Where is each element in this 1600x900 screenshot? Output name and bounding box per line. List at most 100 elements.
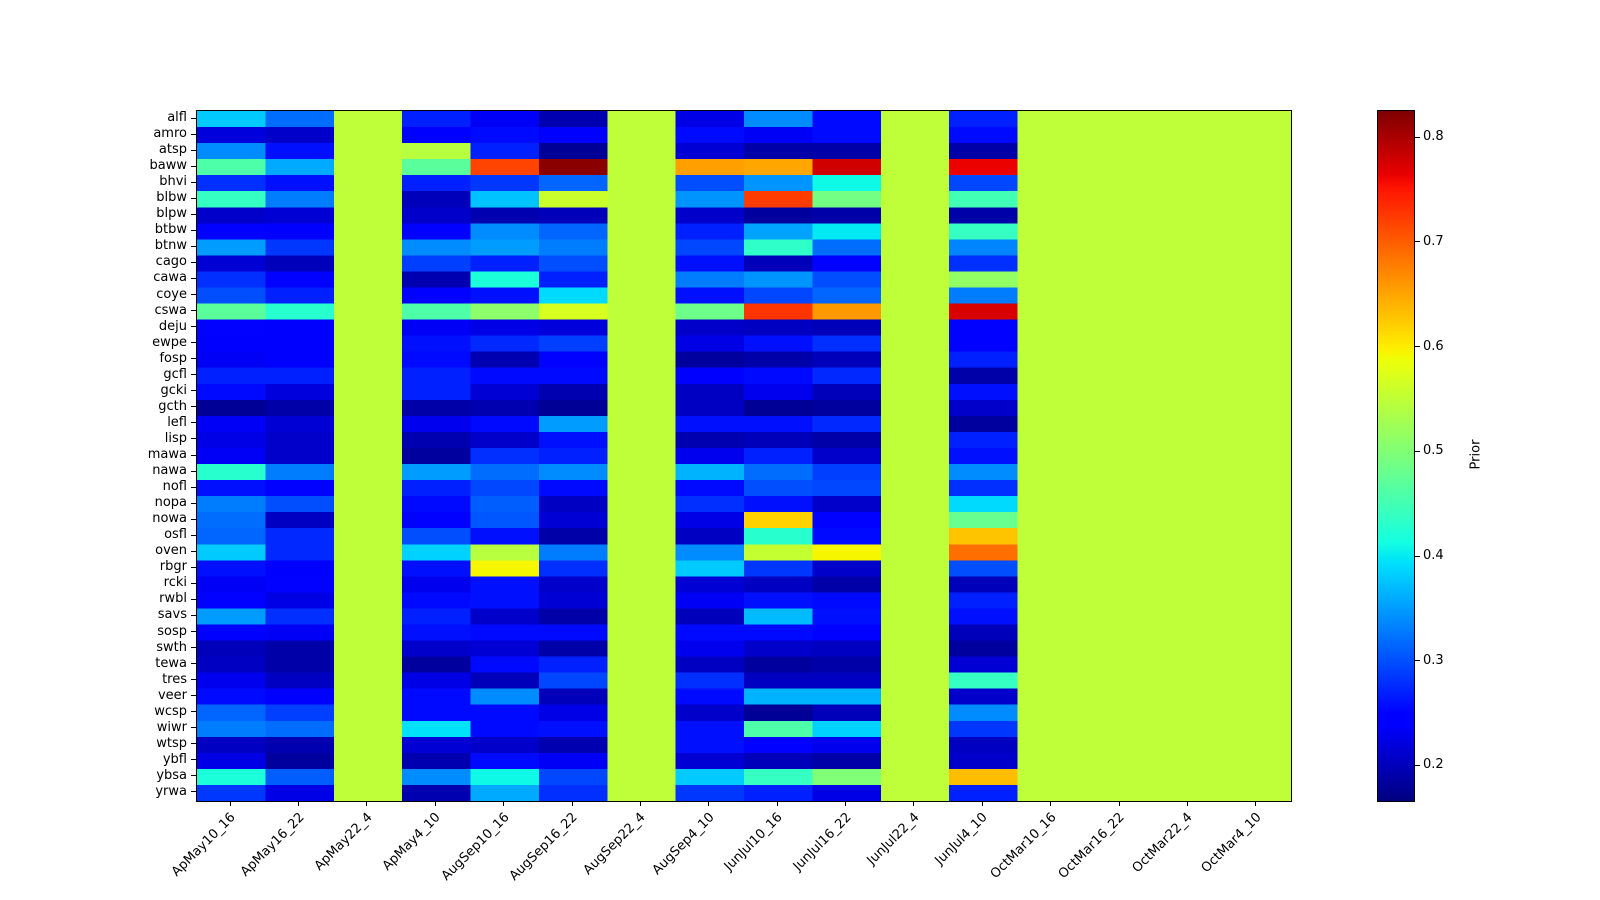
y-tickmark bbox=[191, 518, 196, 520]
colorbar-label: Prior bbox=[1468, 439, 1484, 470]
y-tick-label: blpw bbox=[156, 206, 187, 222]
y-tickmark bbox=[191, 550, 196, 552]
y-tick-label: swth bbox=[156, 639, 187, 655]
y-tickmark bbox=[191, 117, 196, 119]
y-tickmark bbox=[191, 310, 196, 312]
y-tick-label: gcfl bbox=[163, 366, 187, 382]
y-tick-label: tewa bbox=[155, 655, 187, 671]
y-tick-label: baww bbox=[149, 158, 187, 174]
y-tick-label: lefl bbox=[167, 414, 187, 430]
x-tickmark bbox=[1118, 801, 1120, 806]
y-tick-label: btbw bbox=[154, 222, 187, 238]
y-tick-label: rwbl bbox=[159, 591, 187, 607]
y-tick-label: nopa bbox=[154, 495, 187, 511]
y-tickmark bbox=[191, 213, 196, 215]
y-tick-label: sosp bbox=[157, 623, 187, 639]
y-tick-label: btnw bbox=[154, 238, 187, 254]
y-tick-label: nowa bbox=[152, 511, 187, 527]
y-tickmark bbox=[191, 679, 196, 681]
y-tickmark bbox=[191, 438, 196, 440]
colorbar-tickmark bbox=[1415, 450, 1420, 452]
x-tickmark bbox=[366, 801, 368, 806]
y-tickmark bbox=[191, 454, 196, 456]
y-tickmark bbox=[191, 181, 196, 183]
y-tick-label: wcsp bbox=[154, 703, 187, 719]
y-tick-label: cswa bbox=[154, 302, 187, 318]
y-tickmark bbox=[191, 406, 196, 408]
y-tick-label: fosp bbox=[159, 350, 187, 366]
y-tickmark bbox=[191, 647, 196, 649]
y-tickmark bbox=[191, 470, 196, 472]
y-tickmark bbox=[191, 390, 196, 392]
colorbar-tick-label: 0.4 bbox=[1423, 548, 1444, 564]
y-tickmark bbox=[191, 727, 196, 729]
x-tickmark bbox=[776, 801, 778, 806]
x-tickmark bbox=[708, 801, 710, 806]
colorbar-tick-label: 0.2 bbox=[1423, 757, 1444, 773]
x-tickmark bbox=[434, 801, 436, 806]
y-tick-label: alfl bbox=[167, 110, 187, 126]
x-tickmark bbox=[913, 801, 915, 806]
y-tickmark bbox=[191, 502, 196, 504]
colorbar-gradient bbox=[1378, 111, 1414, 801]
y-tick-label: mawa bbox=[147, 447, 187, 462]
y-tickmark bbox=[191, 326, 196, 328]
x-tickmark bbox=[1050, 801, 1052, 806]
y-tick-label: atsp bbox=[158, 142, 187, 158]
y-tick-label: blbw bbox=[156, 190, 187, 206]
y-tick-label: veer bbox=[157, 687, 187, 703]
y-tickmark bbox=[191, 277, 196, 279]
y-tickmark bbox=[191, 486, 196, 488]
y-tickmark bbox=[191, 358, 196, 360]
y-tickmark bbox=[191, 534, 196, 536]
y-tickmark bbox=[191, 149, 196, 151]
colorbar-tickmark bbox=[1415, 660, 1420, 662]
x-tickmark bbox=[503, 801, 505, 806]
y-tick-label: gcth bbox=[158, 398, 187, 414]
y-tick-label: ybfl bbox=[162, 751, 187, 767]
y-tick-label: wtsp bbox=[156, 735, 187, 751]
y-tickmark bbox=[191, 743, 196, 745]
heatmap-plot-area bbox=[196, 110, 1292, 802]
y-tickmark bbox=[191, 663, 196, 665]
x-tickmark bbox=[639, 801, 641, 806]
y-tickmark bbox=[191, 695, 196, 697]
colorbar-tick-label: 0.3 bbox=[1423, 652, 1444, 668]
y-tickmark bbox=[191, 422, 196, 424]
x-tickmark bbox=[981, 801, 983, 806]
colorbar-tickmark bbox=[1415, 555, 1420, 557]
y-tick-label: amro bbox=[153, 126, 187, 142]
y-tickmark bbox=[191, 229, 196, 231]
heatmap-canvas bbox=[197, 111, 1291, 801]
y-tickmark bbox=[191, 614, 196, 616]
y-tickmark bbox=[191, 374, 196, 376]
y-tick-label: rcki bbox=[163, 575, 187, 591]
y-tick-label: gcki bbox=[160, 382, 187, 398]
colorbar-tickmark bbox=[1415, 136, 1420, 138]
y-tick-label: savs bbox=[157, 607, 187, 623]
x-tickmark bbox=[1186, 801, 1188, 806]
x-tickmark bbox=[571, 801, 573, 806]
colorbar-tick-label: 0.6 bbox=[1423, 338, 1444, 354]
y-tick-label: ybsa bbox=[156, 767, 187, 783]
y-tick-label: ewpe bbox=[152, 334, 187, 350]
y-tick-label: tres bbox=[162, 671, 187, 687]
y-tickmark bbox=[191, 245, 196, 247]
y-tickmark bbox=[191, 165, 196, 167]
x-tickmark bbox=[229, 801, 231, 806]
y-tick-label: nawa bbox=[152, 463, 187, 479]
y-tickmark bbox=[191, 598, 196, 600]
y-tick-label: coye bbox=[156, 286, 187, 302]
colorbar-tick-label: 0.5 bbox=[1423, 443, 1444, 459]
y-tickmark bbox=[191, 294, 196, 296]
y-tickmark bbox=[191, 791, 196, 793]
y-tick-label: osfl bbox=[164, 527, 187, 543]
y-tickmark bbox=[191, 582, 196, 584]
y-tick-label: nofl bbox=[162, 479, 187, 495]
y-tickmark bbox=[191, 631, 196, 632]
y-tick-label: lisp bbox=[164, 430, 187, 446]
y-tickmark bbox=[191, 197, 196, 199]
y-tickmark bbox=[191, 775, 196, 777]
colorbar-tickmark bbox=[1415, 346, 1420, 348]
